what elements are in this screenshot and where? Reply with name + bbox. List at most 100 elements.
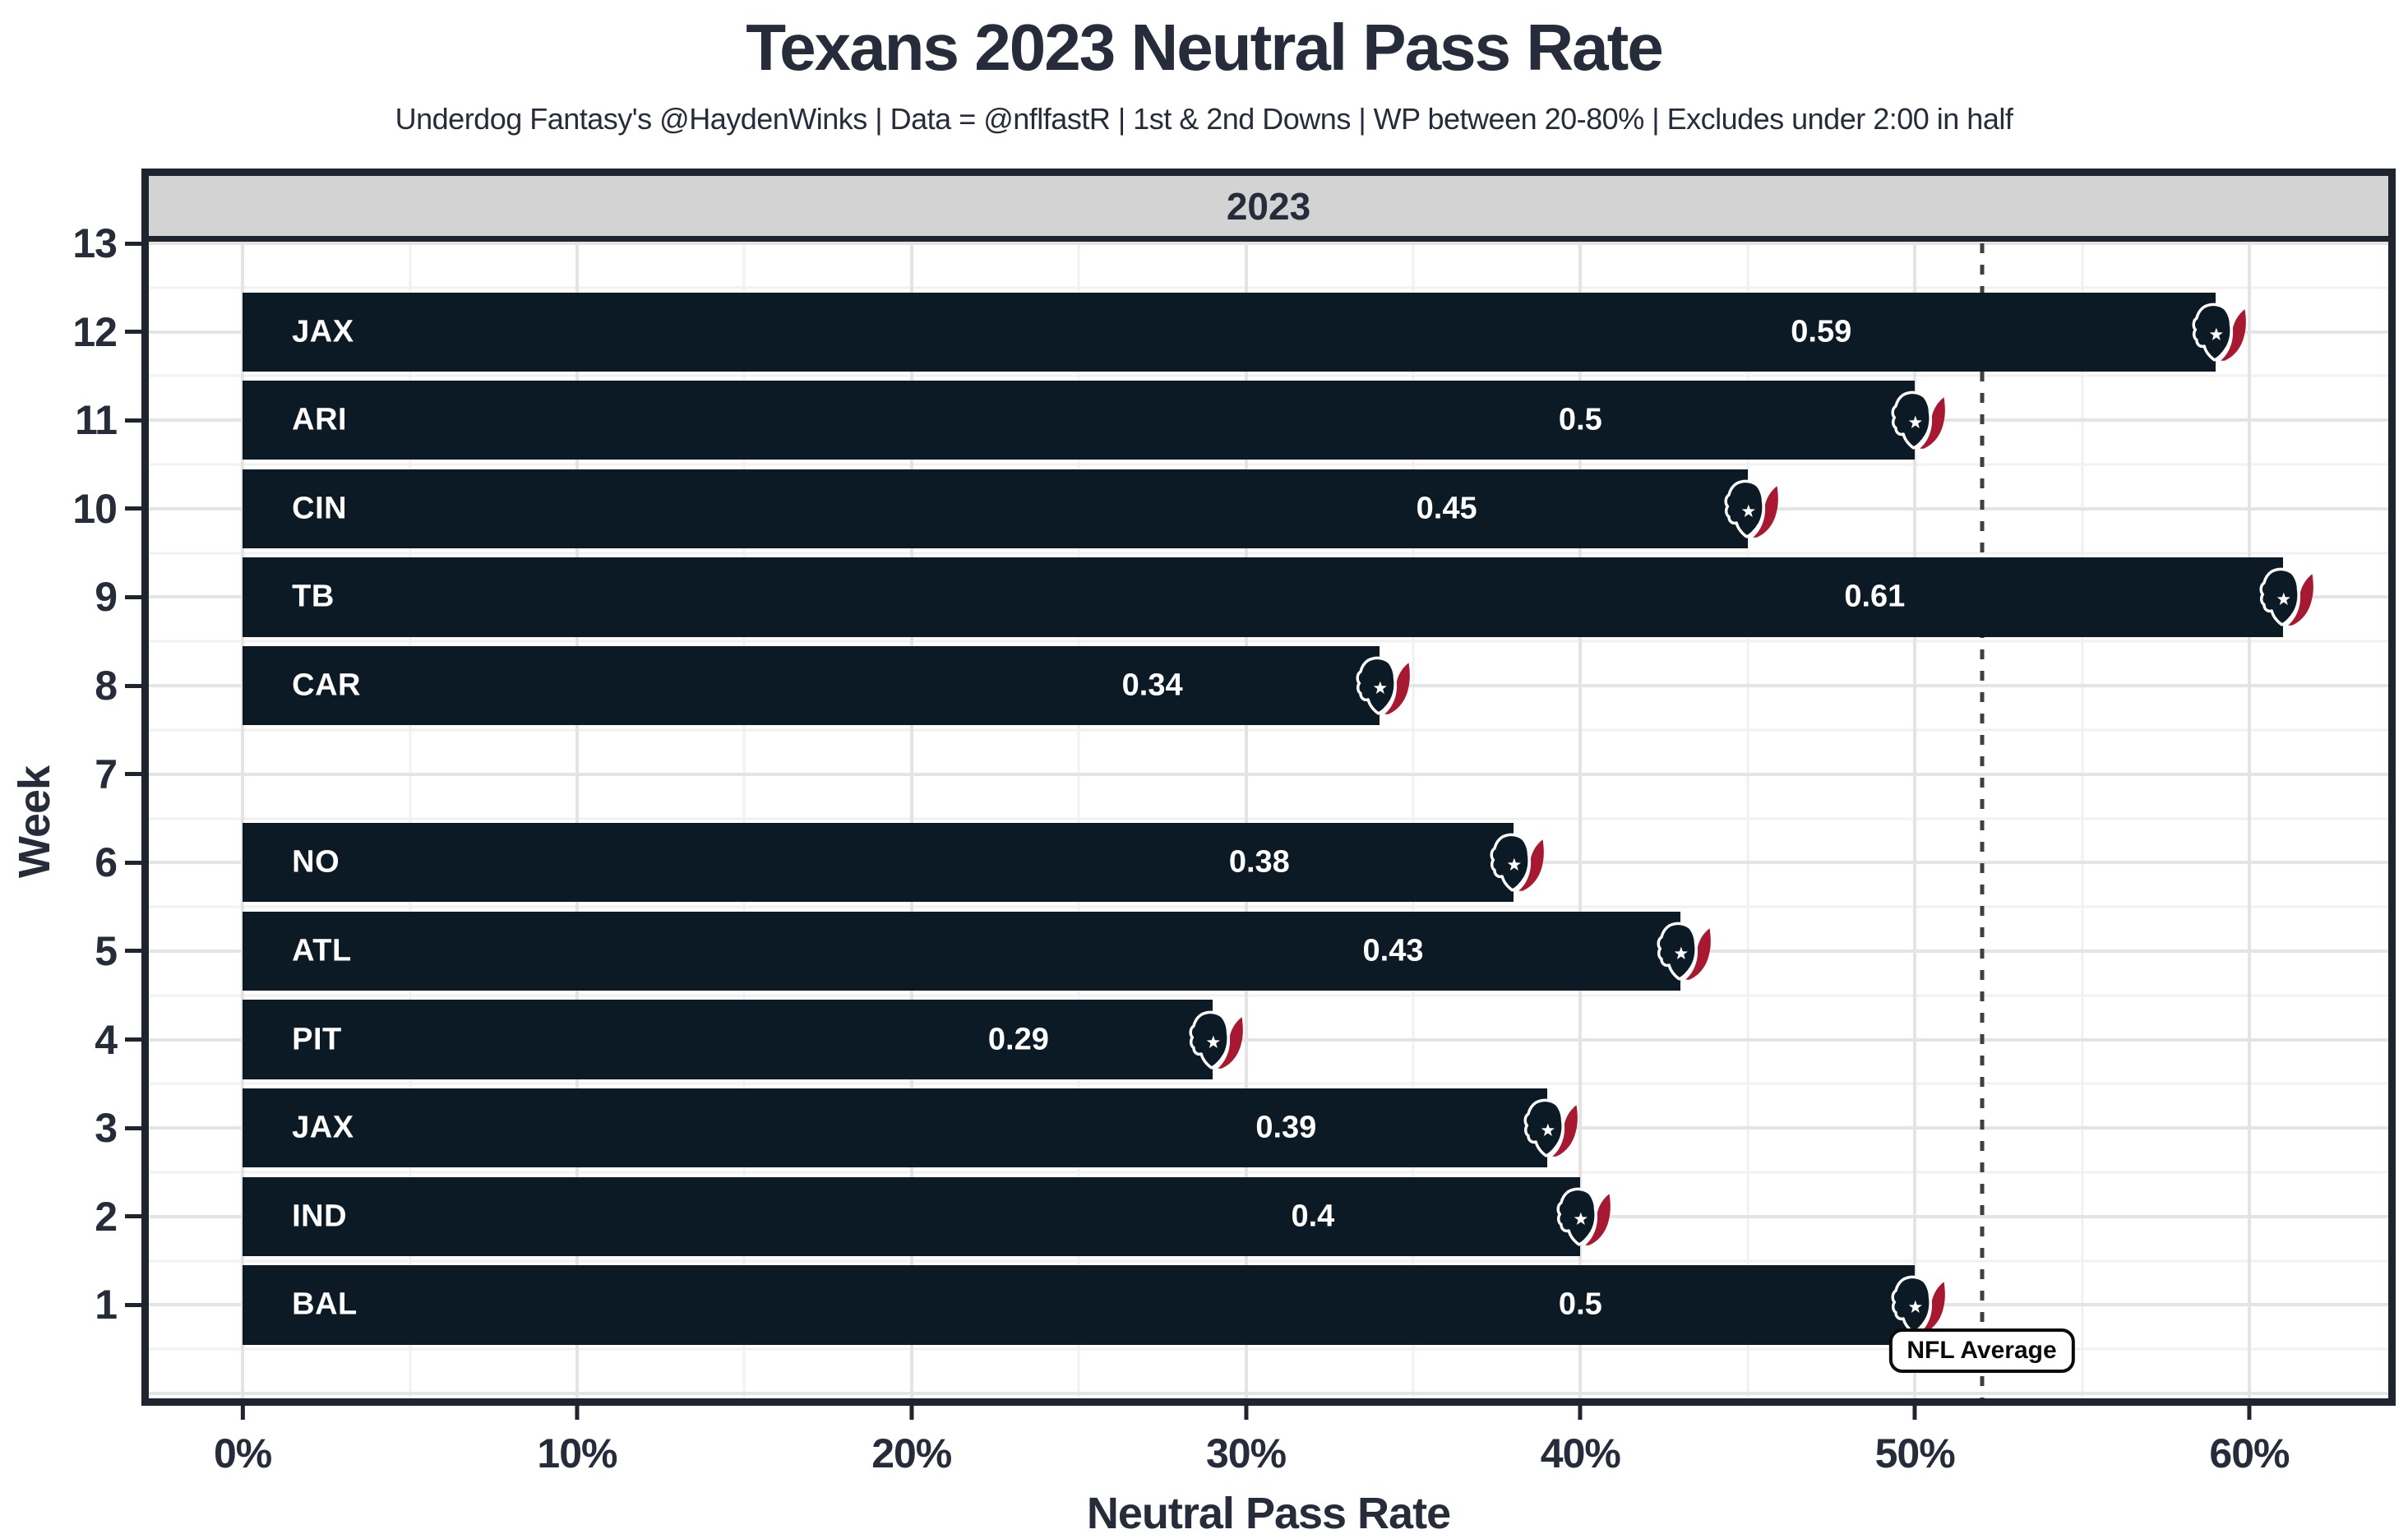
- bar-week-1: BAL: [243, 1265, 1916, 1345]
- x-tick-40: 40%: [1540, 1406, 1621, 1477]
- y-tick-label: 2: [95, 1193, 118, 1240]
- grid-line-major-vertical: [1578, 243, 1583, 1398]
- x-tick-20: 20%: [871, 1406, 952, 1477]
- bar-value-label: 0.59: [1791, 314, 1852, 349]
- y-tick-week-12: 12: [72, 308, 141, 356]
- chart-title: Texans 2023 Neutral Pass Rate: [746, 11, 1664, 84]
- x-tick-label: 20%: [871, 1430, 952, 1476]
- y-tick-week-10: 10: [72, 485, 141, 533]
- y-tick-mark: [125, 949, 141, 954]
- texans-logo-icon: [1556, 1187, 1611, 1246]
- grid-line-minor-horizontal: [149, 1082, 2388, 1085]
- y-tick-week-9: 9: [95, 573, 141, 621]
- texans-logo: [1651, 921, 1715, 982]
- texans-logo: [1885, 1274, 1949, 1335]
- x-tick-label: 10%: [537, 1430, 617, 1476]
- y-tick-mark: [125, 683, 141, 688]
- y-tick-week-2: 2: [95, 1193, 141, 1241]
- bar-week-8: CAR: [243, 645, 1380, 726]
- x-tick-mark: [1912, 1406, 1917, 1420]
- x-tick-label: 60%: [2209, 1430, 2290, 1476]
- y-tick-mark: [125, 860, 141, 865]
- texans-logo: [1484, 832, 1548, 893]
- texans-logo: [1350, 655, 1414, 716]
- grid-line-minor-horizontal: [149, 1171, 2388, 1174]
- y-tick-mark: [125, 418, 141, 423]
- bar-team-label: ATL: [292, 933, 352, 968]
- x-tick-label: 40%: [1540, 1430, 1621, 1476]
- grid-line-major-vertical: [909, 243, 913, 1398]
- grid-line-major-horizontal: [149, 1392, 2388, 1396]
- y-tick-week-3: 3: [95, 1104, 141, 1152]
- y-tick-mark: [125, 241, 141, 246]
- texans-logo-icon: [1891, 1276, 1945, 1335]
- bar-team-label: NO: [292, 844, 340, 880]
- texans-logo-icon: [1891, 390, 1945, 450]
- bar-value-label: 0.39: [1255, 1110, 1317, 1145]
- y-tick-label: 13: [72, 220, 118, 266]
- grid-line-major-horizontal: [149, 242, 2388, 245]
- bar-value-label: 0.5: [1558, 402, 1602, 437]
- y-tick-label: 10: [72, 485, 118, 532]
- texans-logo: [2253, 566, 2318, 627]
- bar-value-label: 0.5: [1558, 1287, 1602, 1322]
- y-tick-mark: [125, 1214, 141, 1219]
- texans-logo: [1183, 1010, 1247, 1070]
- bar-value-label: 0.43: [1362, 933, 1424, 968]
- texans-logo: [2186, 302, 2250, 363]
- bar-value-label: 0.45: [1416, 491, 1477, 526]
- bar-value-label: 0.4: [1291, 1199, 1335, 1234]
- bar-team-label: TB: [292, 579, 335, 614]
- x-tick-label: 30%: [1205, 1430, 1287, 1476]
- x-tick-label: 0%: [213, 1430, 272, 1476]
- y-tick-week-11: 11: [75, 396, 141, 444]
- x-axis-title: Neutral Pass Rate: [1086, 1489, 1451, 1534]
- texans-logo-icon: [1356, 656, 1411, 715]
- plot-panel: JAX 0.59 ARI 0.5 CIN 0.45 TB 0.61 CAR 0.34 NO 0.38 A…: [149, 242, 2388, 1398]
- y-tick-mark: [125, 1302, 141, 1307]
- grid-line-minor-vertical: [2081, 243, 2084, 1398]
- y-tick-label: 11: [75, 397, 118, 444]
- bar-team-label: ARI: [292, 402, 348, 437]
- bar-team-label: PIT: [292, 1022, 342, 1057]
- x-tick-10: 10%: [537, 1406, 617, 1477]
- y-tick-label: 6: [95, 839, 118, 886]
- y-tick-label: 9: [95, 574, 118, 621]
- x-tick-mark: [1578, 1406, 1583, 1420]
- bar-team-label: IND: [292, 1199, 348, 1234]
- bar-week-9: TB: [243, 557, 2283, 637]
- grid-line-major-vertical: [1913, 243, 1917, 1398]
- bar-week-4: PIT: [243, 1000, 1213, 1079]
- y-tick-mark: [125, 772, 141, 777]
- grid-line-minor-vertical: [1077, 243, 1080, 1398]
- bar-week-12: JAX: [243, 292, 2216, 372]
- y-tick-week-4: 4: [95, 1016, 141, 1064]
- y-tick-label: 3: [95, 1105, 118, 1152]
- x-tick-30: 30%: [1205, 1406, 1287, 1477]
- grid-line-minor-vertical: [1746, 243, 1749, 1398]
- bar-team-label: CIN: [292, 491, 348, 526]
- grid-line-minor-horizontal: [149, 552, 2388, 555]
- y-tick-mark: [125, 1125, 141, 1130]
- grid-line-minor-horizontal: [149, 640, 2388, 643]
- bar-value-label: 0.61: [1844, 579, 1906, 614]
- y-tick-label: 4: [95, 1016, 118, 1063]
- y-tick-week-6: 6: [95, 839, 141, 886]
- grid-line-minor-horizontal: [149, 817, 2388, 820]
- x-tick-50: 50%: [1875, 1406, 1956, 1477]
- texans-logo-icon: [1657, 922, 1712, 981]
- texans-logo-icon: [2192, 303, 2247, 362]
- texans-logo-icon: [1724, 479, 1778, 538]
- bar-week-11: ARI: [243, 381, 1916, 460]
- nfl-average-line: [1980, 243, 1984, 1398]
- facet-strip-label: 2023: [1226, 184, 1311, 228]
- bar-team-label: JAX: [292, 1110, 354, 1145]
- grid-line-major-vertical: [241, 243, 245, 1398]
- x-tick-60: 60%: [2209, 1406, 2290, 1477]
- texans-logo: [1518, 1097, 1582, 1158]
- bar-team-label: JAX: [292, 314, 354, 349]
- grid-line-minor-horizontal: [149, 374, 2388, 377]
- texans-logo-icon: [1490, 834, 1544, 893]
- y-tick-week-8: 8: [95, 662, 141, 709]
- y-tick-label: 12: [72, 308, 118, 355]
